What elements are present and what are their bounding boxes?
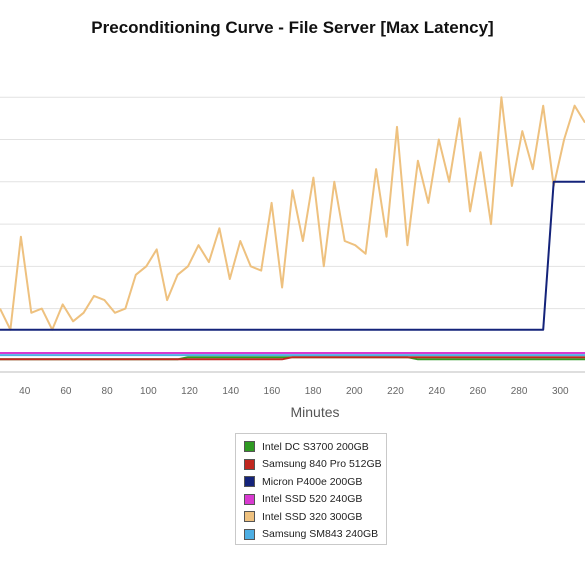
legend: Intel DC S3700 200GB Samsung 840 Pro 512G… [235, 433, 387, 545]
x-tick-label: 160 [264, 386, 281, 397]
x-axis-label: Minutes [290, 404, 340, 420]
legend-swatch [244, 528, 255, 540]
legend-swatch [244, 441, 255, 453]
legend-label: Samsung SM843 240GB [262, 528, 379, 541]
x-tick-label: 280 [511, 386, 528, 397]
legend-swatch [244, 511, 255, 523]
chart-title: Preconditioning Curve - File Server [Max… [91, 18, 494, 37]
x-tick-label: 100 [140, 386, 157, 397]
series-lines [0, 96, 585, 361]
x-tick-label: 240 [428, 386, 445, 397]
legend-item: Micron P400e 200GB [244, 473, 386, 491]
series-line-micron-p400e-200gb [0, 180, 585, 331]
legend-item: Intel SSD 520 240GB [244, 491, 386, 509]
legend-item: Intel SSD 320 300GB [244, 508, 386, 526]
x-tick-label: 60 [60, 386, 72, 397]
x-tick-label: 260 [470, 386, 487, 397]
x-tick-label: 140 [222, 386, 239, 397]
x-tick-label: 200 [346, 386, 363, 397]
x-tick-label: 220 [387, 386, 404, 397]
x-tick-label: 300 [552, 386, 569, 397]
legend-label: Intel SSD 320 300GB [262, 510, 363, 523]
legend-item: Samsung 840 Pro 512GB [244, 456, 386, 474]
legend-label: Intel DC S3700 200GB [262, 440, 369, 453]
legend-label: Intel SSD 520 240GB [262, 493, 363, 506]
legend-swatch [244, 476, 255, 488]
x-tick-label: 40 [19, 386, 31, 397]
series-line-intel-ssd-320-300gb [0, 96, 585, 331]
legend-swatch [244, 493, 255, 505]
x-tick-label: 80 [102, 386, 114, 397]
legend-label: Micron P400e 200GB [262, 475, 363, 488]
gridlines [0, 96, 585, 373]
x-tick-labels: 40 60 80 100 120 140 160 180 200 220 240 260 280 300 [19, 386, 569, 397]
legend-swatch [244, 458, 255, 470]
series-line-samsung-840-pro-512gb [0, 356, 585, 361]
x-tick-label: 120 [181, 386, 198, 397]
x-tick-label: 180 [305, 386, 322, 397]
legend-label: Samsung 840 Pro 512GB [262, 458, 382, 471]
legend-item: Samsung SM843 240GB [244, 526, 386, 544]
legend-item: Intel DC S3700 200GB [244, 438, 386, 456]
